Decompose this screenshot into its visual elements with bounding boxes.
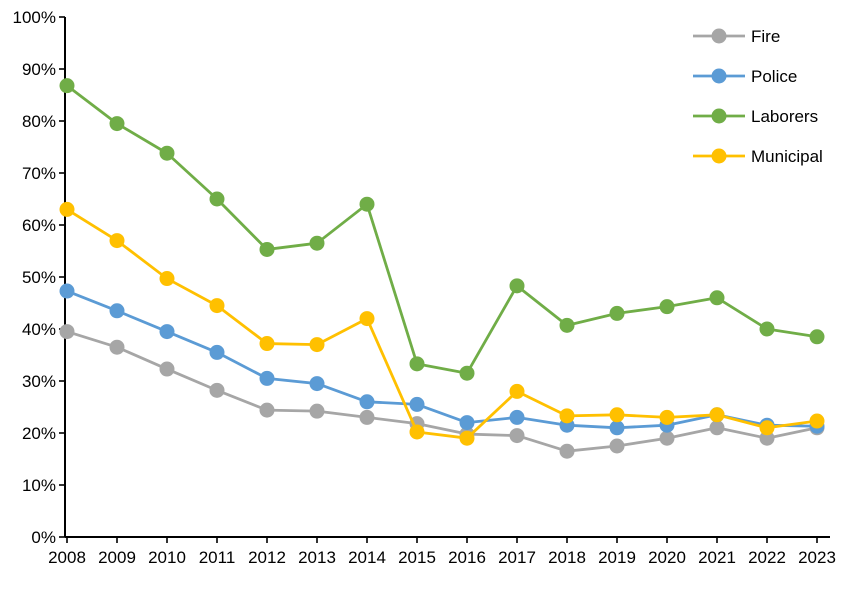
series-municipal-marker <box>109 233 125 249</box>
series-municipal-marker <box>359 311 375 327</box>
series-police-marker <box>309 376 325 392</box>
series-laborers-marker <box>659 299 675 315</box>
series-municipal-marker <box>559 408 575 424</box>
series-fire-marker <box>109 339 125 355</box>
series-municipal-marker <box>259 336 275 352</box>
series-police-line <box>65 289 819 430</box>
y-axis-label: 90% <box>22 60 56 79</box>
series-laborers-marker <box>409 356 425 372</box>
series-laborers-marker <box>759 321 775 337</box>
series-fire-marker <box>659 430 675 446</box>
series-municipal-marker <box>409 424 425 440</box>
series-police-marker <box>209 344 225 360</box>
y-axis-label: 40% <box>22 320 56 339</box>
series-municipal-marker <box>509 383 525 399</box>
y-axis-label: 10% <box>22 476 56 495</box>
x-axis-label: 2010 <box>148 548 186 567</box>
legend-fire-marker <box>711 28 727 44</box>
series-police-marker <box>609 420 625 436</box>
series-municipal-marker <box>809 413 825 429</box>
x-axis-label: 2014 <box>348 548 386 567</box>
y-axis-label: 100% <box>13 8 56 27</box>
x-axis-label: 2022 <box>748 548 786 567</box>
series-police-marker <box>159 324 175 340</box>
series-laborers-marker <box>59 78 75 94</box>
y-axis-label: 20% <box>22 424 56 443</box>
series-police-marker <box>359 394 375 410</box>
series-police-marker <box>259 370 275 386</box>
series-municipal-marker <box>659 409 675 425</box>
series-fire-marker <box>559 443 575 459</box>
series-police-marker <box>109 303 125 319</box>
series-police-marker <box>59 283 75 299</box>
series-fire-marker <box>609 438 625 454</box>
series-police-marker <box>409 396 425 412</box>
y-axis-label: 60% <box>22 216 56 235</box>
x-axis-label: 2021 <box>698 548 736 567</box>
x-axis-label: 2019 <box>598 548 636 567</box>
series-laborers-marker <box>309 235 325 251</box>
legend-laborers-marker <box>711 108 727 124</box>
x-axis-label: 2018 <box>548 548 586 567</box>
series-municipal-marker <box>759 420 775 436</box>
y-axis-label: 50% <box>22 268 56 287</box>
legend-item-municipal: Municipal <box>751 147 823 166</box>
series-municipal-marker <box>709 407 725 423</box>
legend-police-marker <box>711 68 727 84</box>
series-municipal-marker <box>459 430 475 446</box>
x-axis-label: 2023 <box>798 548 836 567</box>
series-laborers-marker <box>809 329 825 345</box>
series-laborers-marker <box>509 278 525 294</box>
x-axis-label: 2017 <box>498 548 536 567</box>
x-axis-label: 2012 <box>248 548 286 567</box>
series-municipal-marker <box>309 337 325 353</box>
series-laborers-marker <box>159 145 175 161</box>
legend-item-laborers: Laborers <box>751 107 818 126</box>
series-fire-marker <box>759 430 775 446</box>
x-axis-label: 2016 <box>448 548 486 567</box>
x-axis-label: 2020 <box>648 548 686 567</box>
series-laborers-marker <box>109 116 125 132</box>
legend-item-police: Police <box>751 67 797 86</box>
series-fire-marker <box>159 361 175 377</box>
series-fire-marker <box>309 403 325 419</box>
series-municipal-line <box>65 207 819 440</box>
series-laborers-marker <box>459 365 475 381</box>
series-laborers-marker <box>709 290 725 306</box>
series-municipal-marker <box>59 201 75 217</box>
y-axis-label: 0% <box>31 528 56 547</box>
series-fire-marker <box>709 420 725 436</box>
series-fire-marker <box>59 324 75 340</box>
series-laborers-marker <box>559 317 575 333</box>
series-fire-marker <box>259 402 275 418</box>
series-municipal-marker <box>159 271 175 287</box>
series-fire-marker <box>359 409 375 425</box>
series-fire-marker <box>209 382 225 398</box>
y-axis-label: 80% <box>22 112 56 131</box>
series-police-marker <box>459 415 475 431</box>
series-municipal-marker <box>609 407 625 423</box>
series-police-marker <box>509 409 525 425</box>
series-laborers-marker <box>209 191 225 207</box>
series-laborers-marker <box>259 241 275 257</box>
x-axis-label: 2011 <box>199 548 236 567</box>
series-fire-line <box>65 330 819 453</box>
series-municipal-marker <box>209 298 225 314</box>
x-axis-label: 2009 <box>98 548 136 567</box>
y-axis-label: 30% <box>22 372 56 391</box>
series-laborers-marker <box>359 196 375 212</box>
legend-municipal-marker <box>711 148 727 164</box>
x-axis-label: 2013 <box>298 548 336 567</box>
series-laborers-marker <box>609 305 625 321</box>
legend-item-fire: Fire <box>751 27 780 46</box>
y-axis-label: 70% <box>22 164 56 183</box>
x-axis-label: 2015 <box>398 548 436 567</box>
series-laborers-line <box>65 84 819 375</box>
series-fire-marker <box>509 428 525 444</box>
x-axis-label: 2008 <box>48 548 86 567</box>
